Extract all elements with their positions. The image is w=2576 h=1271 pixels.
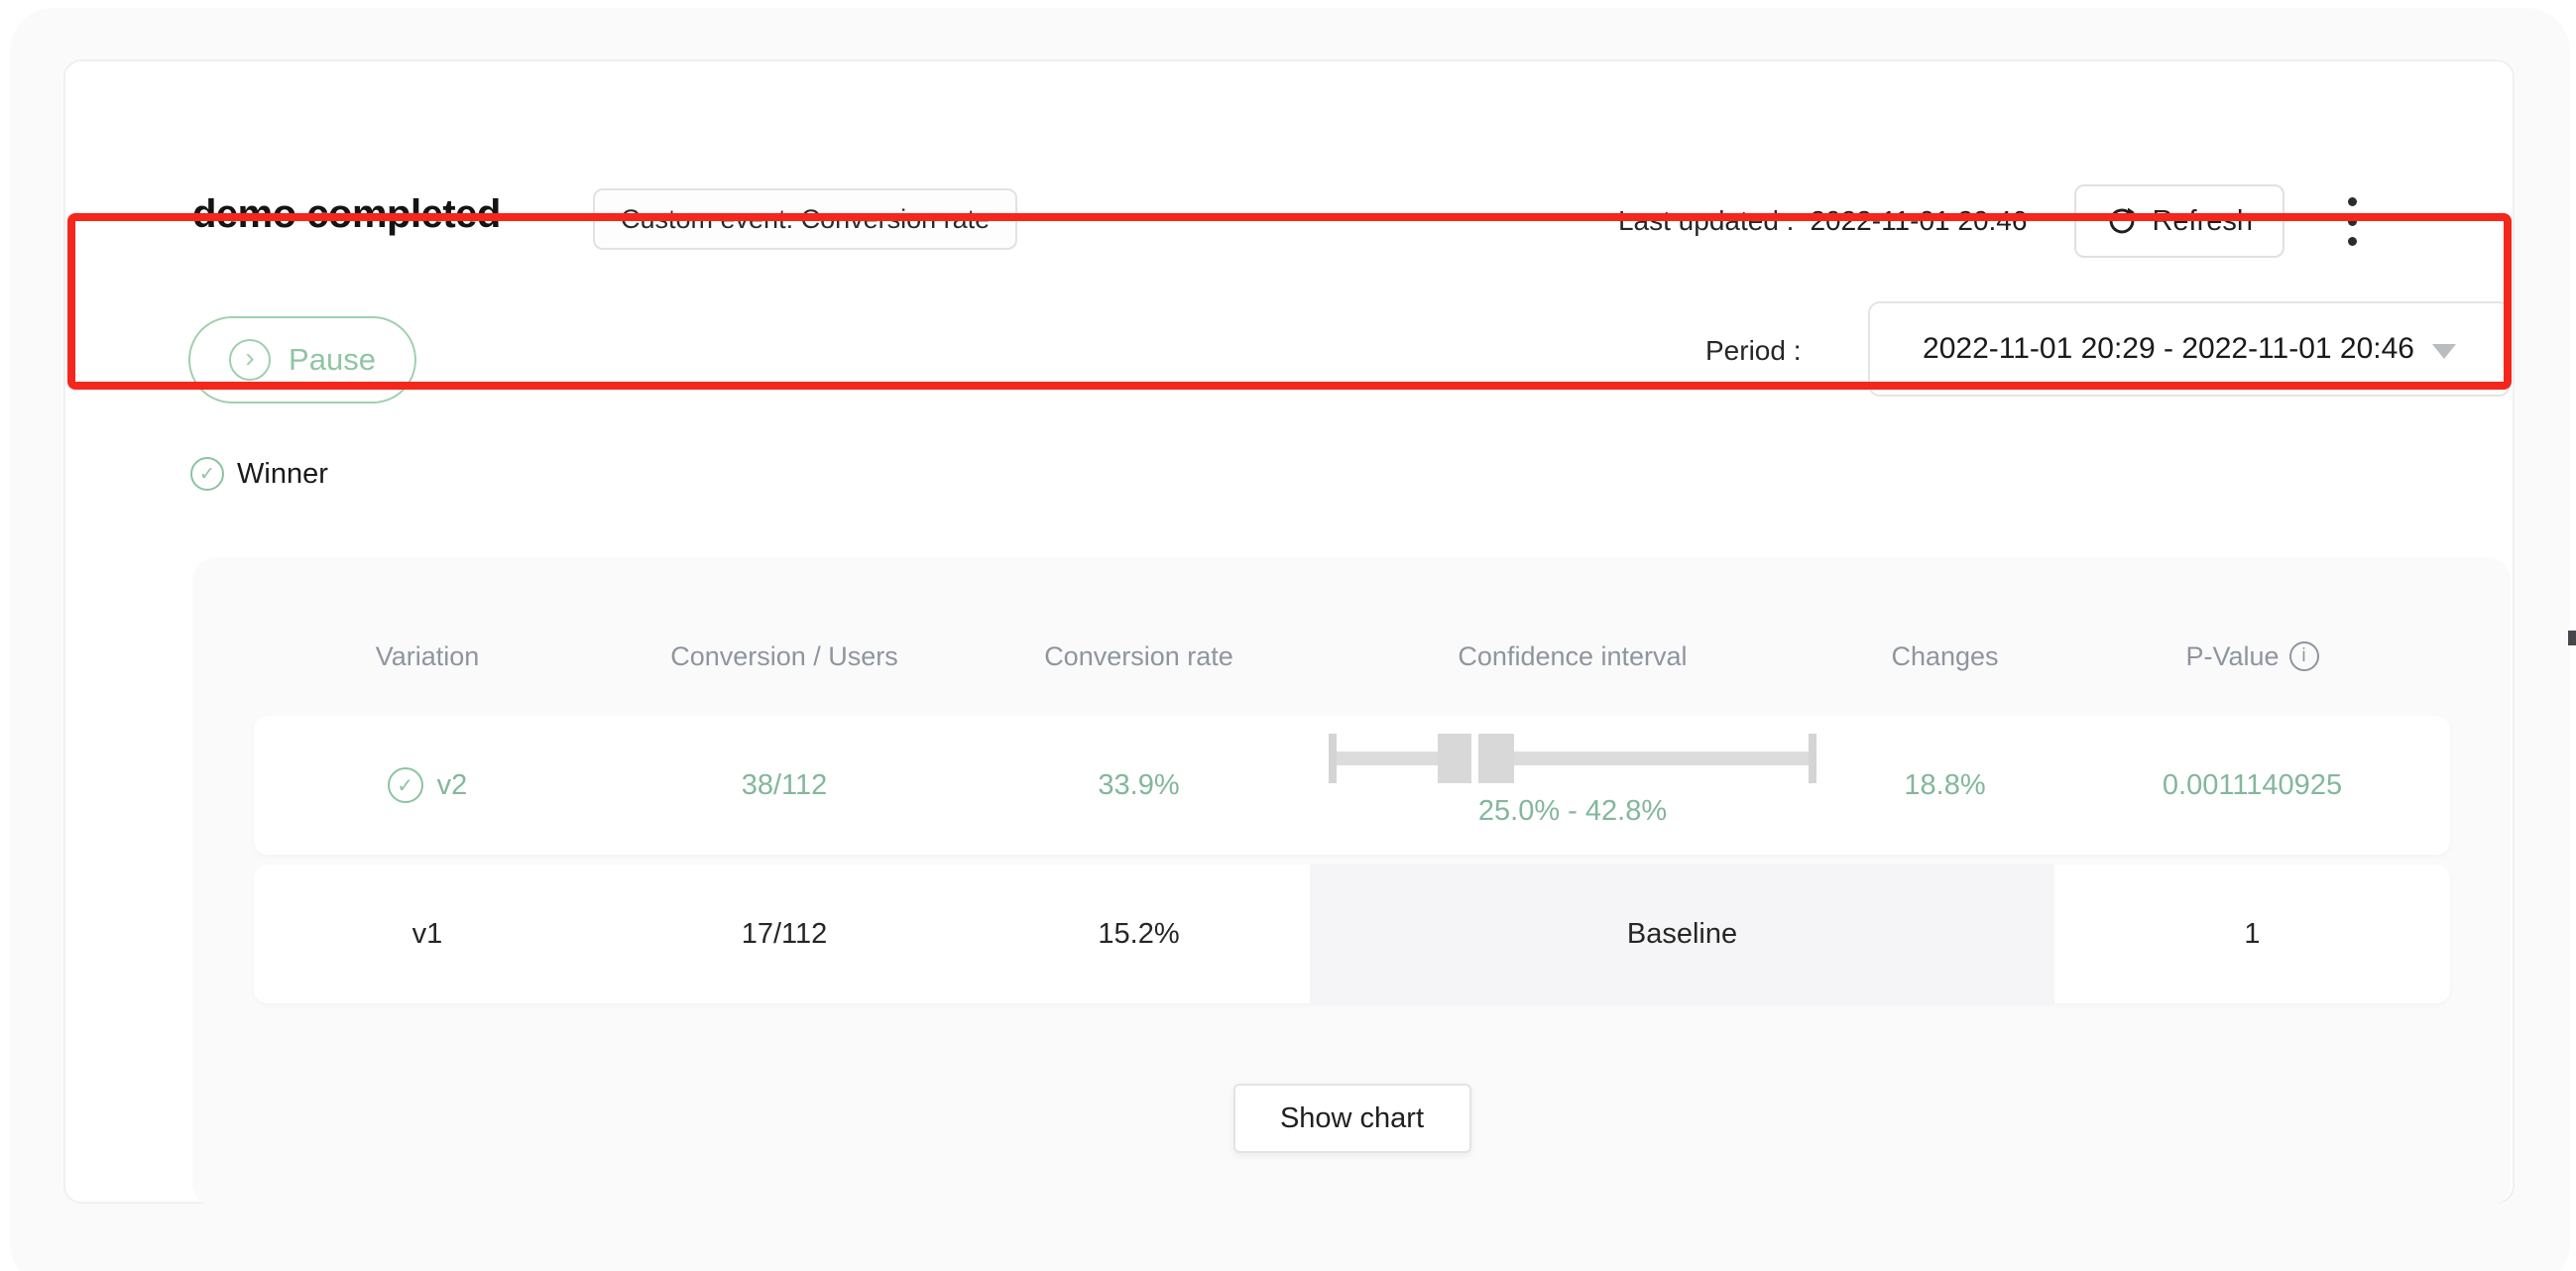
conversion-rate-cell: 15.2% xyxy=(1098,917,1180,950)
event-tag-label: Custom event: Conversion rate xyxy=(621,203,991,234)
ci-box-upper xyxy=(1478,734,1514,783)
variation-cell: ✓ v2 xyxy=(254,716,601,855)
p-value-cell: 0.0011140925 xyxy=(2162,768,2343,801)
event-tag: Custom event: Conversion rate xyxy=(593,188,1018,250)
column-header-changes: Changes xyxy=(1891,640,1999,671)
last-updated-value: 2022-11-01 20:46 xyxy=(1810,205,2028,236)
period-label: Period : xyxy=(1705,335,1802,366)
table-row-v2: ✓ v2 38/112 33.9% 25.0% - 42.8% 18.8% 0.… xyxy=(254,716,2450,855)
winner-check-icon: ✓ xyxy=(190,457,224,491)
refresh-icon xyxy=(2106,205,2138,237)
table-header: Variation Conversion / Users Conversion … xyxy=(254,597,2450,716)
experiment-card: demo completed Custom event: Conversion … xyxy=(63,59,2515,1207)
results-panel: Variation Conversion / Users Conversion … xyxy=(192,557,2511,1207)
last-updated-label: Last updated : xyxy=(1617,205,1795,236)
show-chart-button[interactable]: Show chart xyxy=(1232,1084,1471,1153)
refresh-button[interactable]: Refresh xyxy=(2074,184,2284,258)
table-row-v1: v1 17/112 15.2% Baseline 1 xyxy=(254,865,2450,1003)
period-value: 2022-11-01 20:29 - 2022-11-01 20:46 xyxy=(1923,332,2414,365)
ci-left-cap xyxy=(1329,734,1337,783)
pause-label: Pause xyxy=(289,342,376,377)
ci-whisker-line xyxy=(1331,751,1815,765)
ci-right-cap xyxy=(1809,734,1816,783)
info-icon[interactable]: i xyxy=(2288,641,2319,671)
header-actions: Last updated : 2022-11-01 20:46 Refresh xyxy=(1618,182,2374,260)
show-chart-container: Show chart xyxy=(254,1084,2450,1153)
column-header-variation: Variation xyxy=(375,640,480,671)
p-value-cell: 1 xyxy=(2244,917,2261,950)
conversion-users-cell: 17/112 xyxy=(741,917,828,950)
baseline-cell: Baseline xyxy=(1310,865,2054,1003)
column-header-confidence-interval: Confidence interval xyxy=(1458,640,1688,671)
variation-name: v2 xyxy=(436,768,468,801)
page-edge-artifact xyxy=(2568,631,2576,645)
column-header-conversion-rate: Conversion rate xyxy=(1044,640,1233,671)
pause-button[interactable]: › Pause xyxy=(188,316,416,404)
conversion-rate-cell: 33.9% xyxy=(1098,768,1180,801)
winner-check-icon: ✓ xyxy=(387,767,423,803)
confidence-interval-range: 25.0% - 42.8% xyxy=(1477,795,1668,827)
column-header-p-value: P-Value i xyxy=(2054,641,2450,672)
page-title: demo completed xyxy=(192,192,501,236)
variation-cell: v1 xyxy=(411,917,443,950)
p-value-header-label: P-Value xyxy=(2185,640,2280,671)
column-header-conversion-users: Conversion / Users xyxy=(670,640,898,671)
more-menu-icon[interactable] xyxy=(2330,189,2374,253)
conversion-users-cell: 38/112 xyxy=(741,768,828,801)
ci-box-gap xyxy=(1471,734,1478,783)
winner-label: Winner xyxy=(237,457,328,490)
refresh-label: Refresh xyxy=(2152,204,2253,237)
confidence-interval-boxplot xyxy=(1329,734,1816,783)
changes-cell: 18.8% xyxy=(1904,768,1986,801)
period-dropdown[interactable]: 2022-11-01 20:29 - 2022-11-01 20:46 xyxy=(1868,301,2511,397)
chevron-down-icon xyxy=(2431,343,2456,359)
winner-legend: ✓ Winner xyxy=(190,455,328,493)
play-circle-icon: › xyxy=(229,339,272,381)
ci-box-lower xyxy=(1438,734,1471,783)
confidence-interval-cell: 25.0% - 42.8% xyxy=(1310,716,1835,855)
